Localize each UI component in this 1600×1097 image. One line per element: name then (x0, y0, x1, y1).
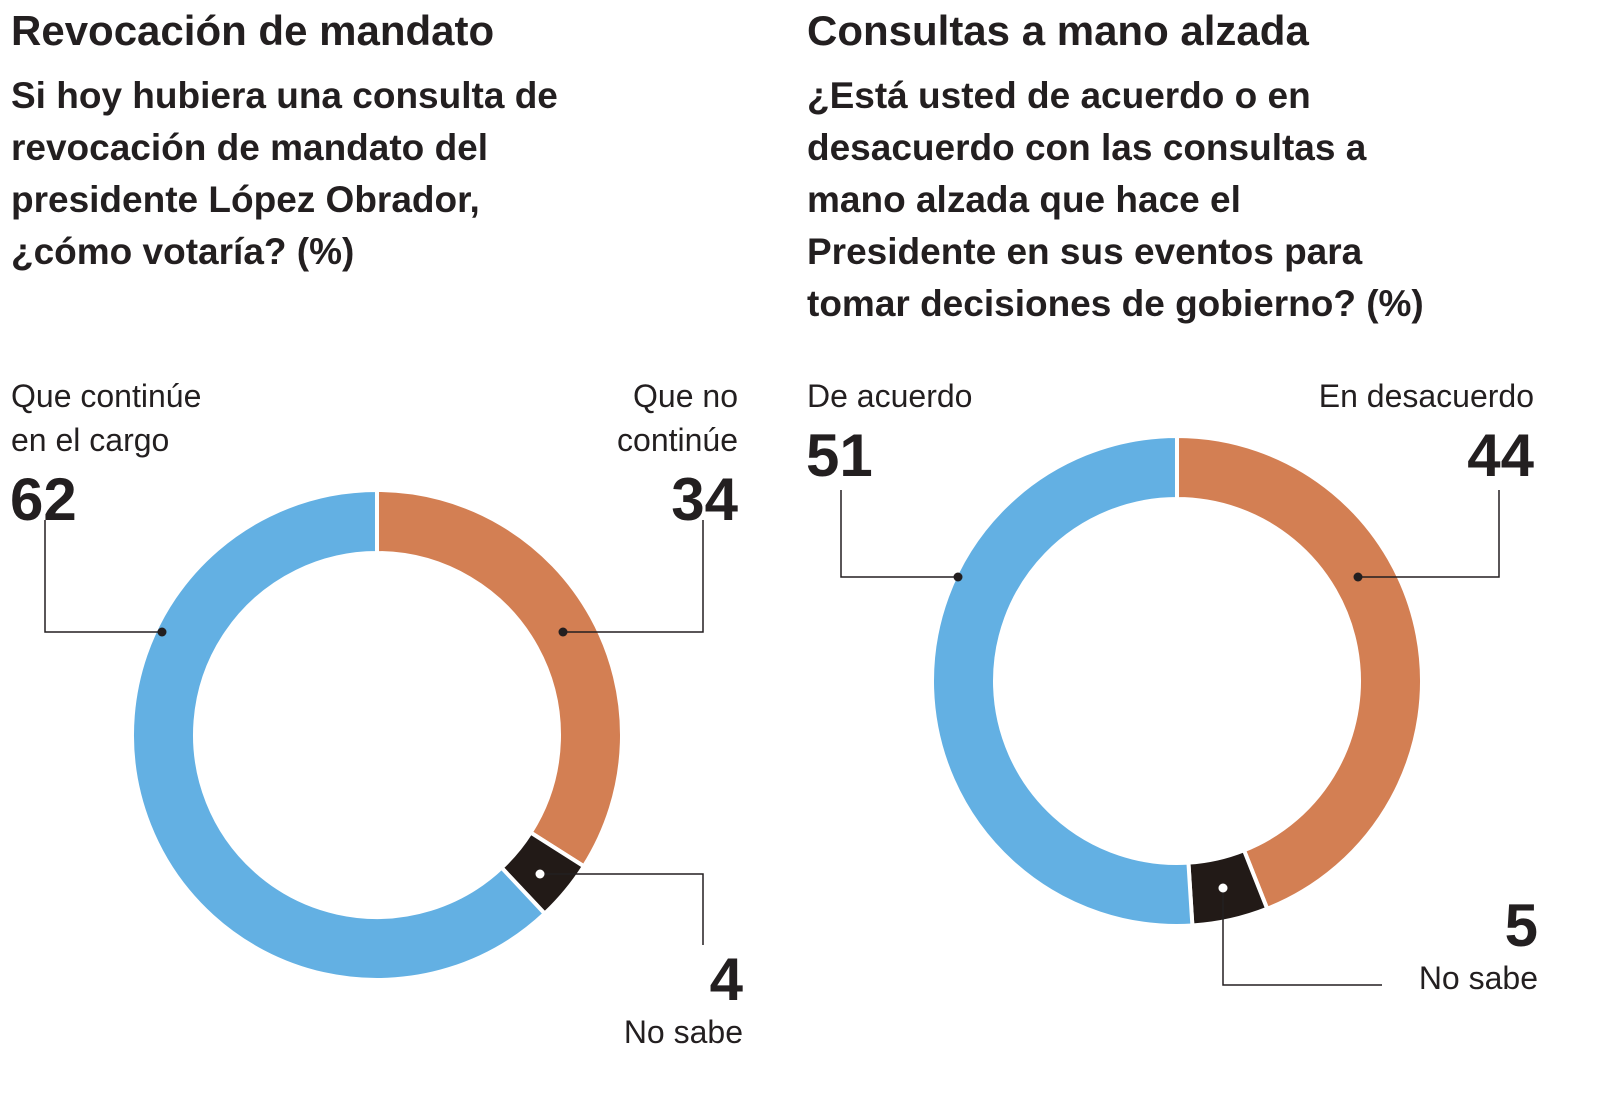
label-que-continue: Que continúe en el cargo (11, 374, 201, 462)
label-line: continúe (617, 422, 738, 458)
label-que-no-continue: Que no continúe (617, 374, 738, 462)
subtitle-line: presidente López Obrador, (11, 179, 480, 220)
value-no-sabe-2: 5 (1504, 892, 1538, 959)
chart1-subtitle: Si hoy hubiera una consulta de revocació… (11, 70, 558, 278)
chart2-title: Consultas a mano alzada (807, 7, 1309, 54)
leader-dot (535, 869, 545, 879)
leader-line (1358, 490, 1500, 578)
label-line: en el cargo (11, 422, 170, 458)
subtitle-line: ¿cómo votaría? (%) (11, 231, 355, 272)
donut-slice-en-desacuerdo (1175, 433, 1424, 912)
donut-slice-de-acuerdo (930, 433, 1195, 928)
label-line: Que no (633, 378, 738, 414)
subtitle-line: Si hoy hubiera una consulta de (11, 75, 558, 116)
label-en-desacuerdo: En desacuerdo (1318, 378, 1534, 414)
value-que-continue: 62 (10, 466, 77, 533)
donut-slice-que-no-continúe (375, 487, 624, 870)
value-que-no-continue: 34 (671, 466, 738, 533)
value-no-sabe-1: 4 (709, 946, 743, 1013)
leader-dot (953, 572, 963, 582)
leader-line (540, 873, 704, 945)
leader-dot (1218, 883, 1228, 893)
chart1-title: Revocación de mandato (11, 7, 495, 54)
chart2-subtitle: ¿Está usted de acuerdo o en desacuerdo c… (807, 70, 1424, 330)
subtitle-line: Presidente en sus eventos para (807, 231, 1363, 272)
value-en-desacuerdo: 44 (1467, 422, 1534, 489)
leader-line (563, 520, 704, 633)
label-no-sabe-1: No sabe (623, 1014, 743, 1050)
donut-slice-que-continúe-en-el-cargo (130, 487, 548, 982)
subtitle-line: revocación de mandato del (11, 127, 489, 168)
subtitle-line: mano alzada que hace el (807, 179, 1241, 220)
value-de-acuerdo: 51 (806, 422, 873, 489)
subtitle-line: tomar decisiones de gobierno? (%) (807, 283, 1424, 324)
subtitle-line: desacuerdo con las consultas a (807, 127, 1367, 168)
label-no-sabe-2: No sabe (1418, 960, 1538, 996)
leader-line (840, 490, 958, 578)
leader-dot (1353, 572, 1363, 582)
leader-line (1222, 888, 1382, 986)
label-line: Que continúe (11, 378, 202, 414)
leader-line (44, 520, 162, 633)
leader-dot (558, 627, 568, 637)
subtitle-line: ¿Está usted de acuerdo o en (807, 75, 1311, 116)
label-de-acuerdo: De acuerdo (807, 378, 973, 414)
leader-dot (157, 627, 167, 637)
